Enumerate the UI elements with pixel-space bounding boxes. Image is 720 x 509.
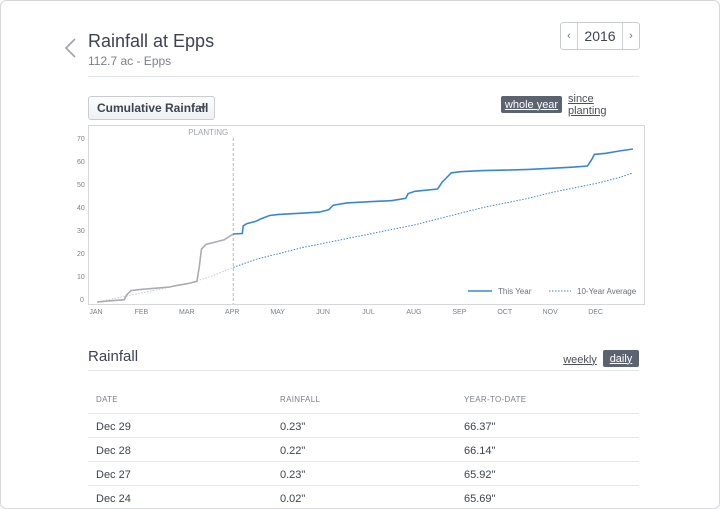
y-tick-label: 10 — [77, 273, 85, 281]
row-rainfall: 0.02" — [280, 493, 306, 505]
row-rainfall: 0.23" — [280, 421, 306, 433]
page-subtitle: 112.7 ac - Epps — [88, 54, 172, 68]
average-series-line — [233, 172, 634, 268]
metric-dropdown-label: Cumulative Rainfall — [97, 101, 209, 115]
y-tick-label: 70 — [77, 135, 85, 143]
x-tick-label: MAY — [270, 309, 285, 316]
y-tick-label: 20 — [77, 250, 85, 258]
prev-year-button[interactable]: ‹ — [567, 30, 571, 42]
view-daily-toggle[interactable]: daily — [603, 350, 639, 367]
y-tick-label: 60 — [77, 158, 85, 166]
y-tick-label: 40 — [77, 204, 85, 212]
range-since-planting-toggle[interactable]: since planting — [568, 92, 607, 117]
chart-canvas: PLANTING This Year 10-Year Average — [96, 128, 637, 304]
table-row: Dec 29 0.23" 66.37" — [88, 413, 639, 438]
table-row: Dec 24 0.02" 65.69" — [88, 485, 639, 508]
planting-annotation: PLANTING — [188, 128, 228, 137]
back-chevron-icon[interactable] — [63, 37, 79, 59]
row-rainfall: 0.23" — [280, 469, 306, 481]
metric-dropdown[interactable]: Cumulative Rainfall — [88, 96, 215, 120]
rainfall-chart: PLANTING This Year 10-Year Average — [88, 125, 645, 305]
x-tick-label: NOV — [542, 309, 558, 316]
y-tick-label: 0 — [80, 297, 84, 304]
header-divider — [88, 76, 639, 77]
x-tick-label: DEC — [588, 309, 603, 316]
x-tick-label: APR — [225, 309, 240, 316]
x-tick-label: JUN — [316, 309, 330, 316]
row-date: Dec 24 — [96, 493, 131, 505]
chart-legend: This Year 10-Year Average — [468, 287, 637, 296]
average-series-pre-planting — [96, 266, 234, 303]
caret-down-icon — [200, 106, 206, 110]
row-rainfall: 0.22" — [280, 445, 306, 457]
legend-ten-year-average: 10-Year Average — [577, 287, 637, 296]
x-tick-label: JUL — [362, 309, 375, 316]
this-year-series-pre-planting — [96, 233, 234, 303]
row-date: Dec 29 — [96, 421, 131, 433]
x-tick-label: OCT — [497, 309, 513, 316]
column-header-date: DATE — [96, 395, 118, 404]
column-header-rainfall: RAINFALL — [280, 395, 321, 404]
row-ytd: 65.69" — [464, 493, 496, 505]
year-selector: ‹ 2016 › — [560, 22, 640, 50]
table-row: Dec 28 0.22" 66.14" — [88, 437, 639, 462]
page-title: Rainfall at Epps — [88, 31, 215, 51]
table-row: Dec 27 0.23" 65.92" — [88, 461, 639, 486]
legend-this-year: This Year — [498, 287, 532, 296]
y-tick-label: 50 — [77, 181, 85, 189]
row-date: Dec 28 — [96, 445, 131, 457]
row-date: Dec 27 — [96, 469, 131, 481]
column-header-ytd: YEAR-TO-DATE — [464, 395, 527, 404]
row-ytd: 66.37" — [464, 421, 496, 433]
view-weekly-toggle[interactable]: weekly — [563, 353, 597, 366]
rainfall-section-title: Rainfall — [88, 348, 139, 365]
x-tick-label: AUG — [406, 309, 422, 316]
next-year-button[interactable]: › — [629, 30, 633, 42]
x-tick-label: SEP — [452, 309, 467, 316]
row-ytd: 66.14" — [464, 445, 496, 457]
range-whole-year-toggle[interactable]: whole year — [501, 96, 562, 113]
year-value: 2016 — [577, 23, 623, 49]
section-divider — [88, 370, 639, 371]
row-ytd: 65.92" — [464, 469, 496, 481]
x-tick-label: FEB — [134, 309, 149, 316]
y-tick-label: 30 — [77, 227, 85, 235]
x-tick-label: JAN — [89, 309, 103, 316]
this-year-series-line — [233, 148, 634, 235]
x-tick-label: MAR — [179, 309, 195, 316]
